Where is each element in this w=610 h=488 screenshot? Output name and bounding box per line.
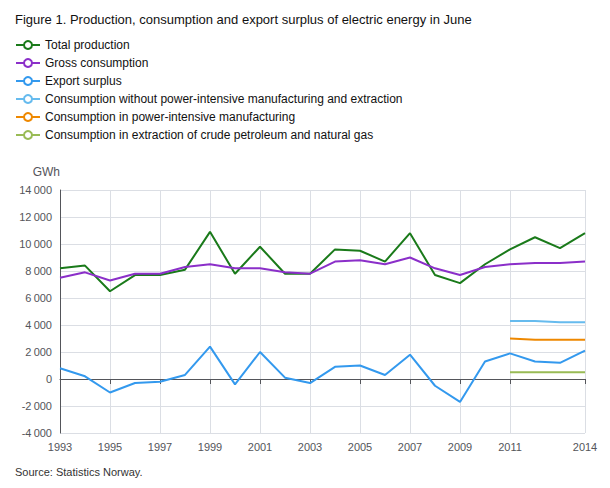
svg-text:1995: 1995 [98,441,122,453]
svg-text:1999: 1999 [198,441,222,453]
svg-text:Export surplus: Export surplus [45,74,122,88]
svg-text:Total production: Total production [45,38,130,52]
svg-text:-4 000: -4 000 [22,427,52,439]
svg-text:2011: 2011 [498,441,522,453]
svg-text:Source: Statistics Norway.: Source: Statistics Norway. [15,466,143,478]
svg-text:2007: 2007 [398,441,422,453]
svg-text:Consumption without power-inte: Consumption without power-intensive manu… [45,92,403,106]
svg-text:1997: 1997 [148,441,172,453]
svg-text:Gross consumption: Gross consumption [45,56,148,70]
svg-text:-2 000: -2 000 [22,400,52,412]
svg-text:Figure 1. Production, consumpt: Figure 1. Production, consumption and ex… [15,12,472,27]
svg-text:Consumption in extraction of c: Consumption in extraction of crude petro… [45,128,373,142]
svg-text:2003: 2003 [298,441,322,453]
svg-text:2001: 2001 [248,441,272,453]
svg-text:4 000: 4 000 [25,319,52,331]
svg-text:2009: 2009 [448,441,472,453]
svg-text:Consumption in power-intensive: Consumption in power-intensive manufactu… [45,110,295,124]
svg-text:2 000: 2 000 [25,346,52,358]
svg-text:2014: 2014 [573,441,597,453]
svg-text:2005: 2005 [348,441,372,453]
svg-text:GWh: GWh [33,165,60,179]
svg-text:12 000: 12 000 [19,211,52,223]
svg-text:14 000: 14 000 [19,184,52,196]
svg-text:8 000: 8 000 [25,265,52,277]
svg-text:0: 0 [46,373,52,385]
svg-text:6 000: 6 000 [25,292,52,304]
svg-text:1993: 1993 [48,441,72,453]
svg-text:10 000: 10 000 [19,238,52,250]
